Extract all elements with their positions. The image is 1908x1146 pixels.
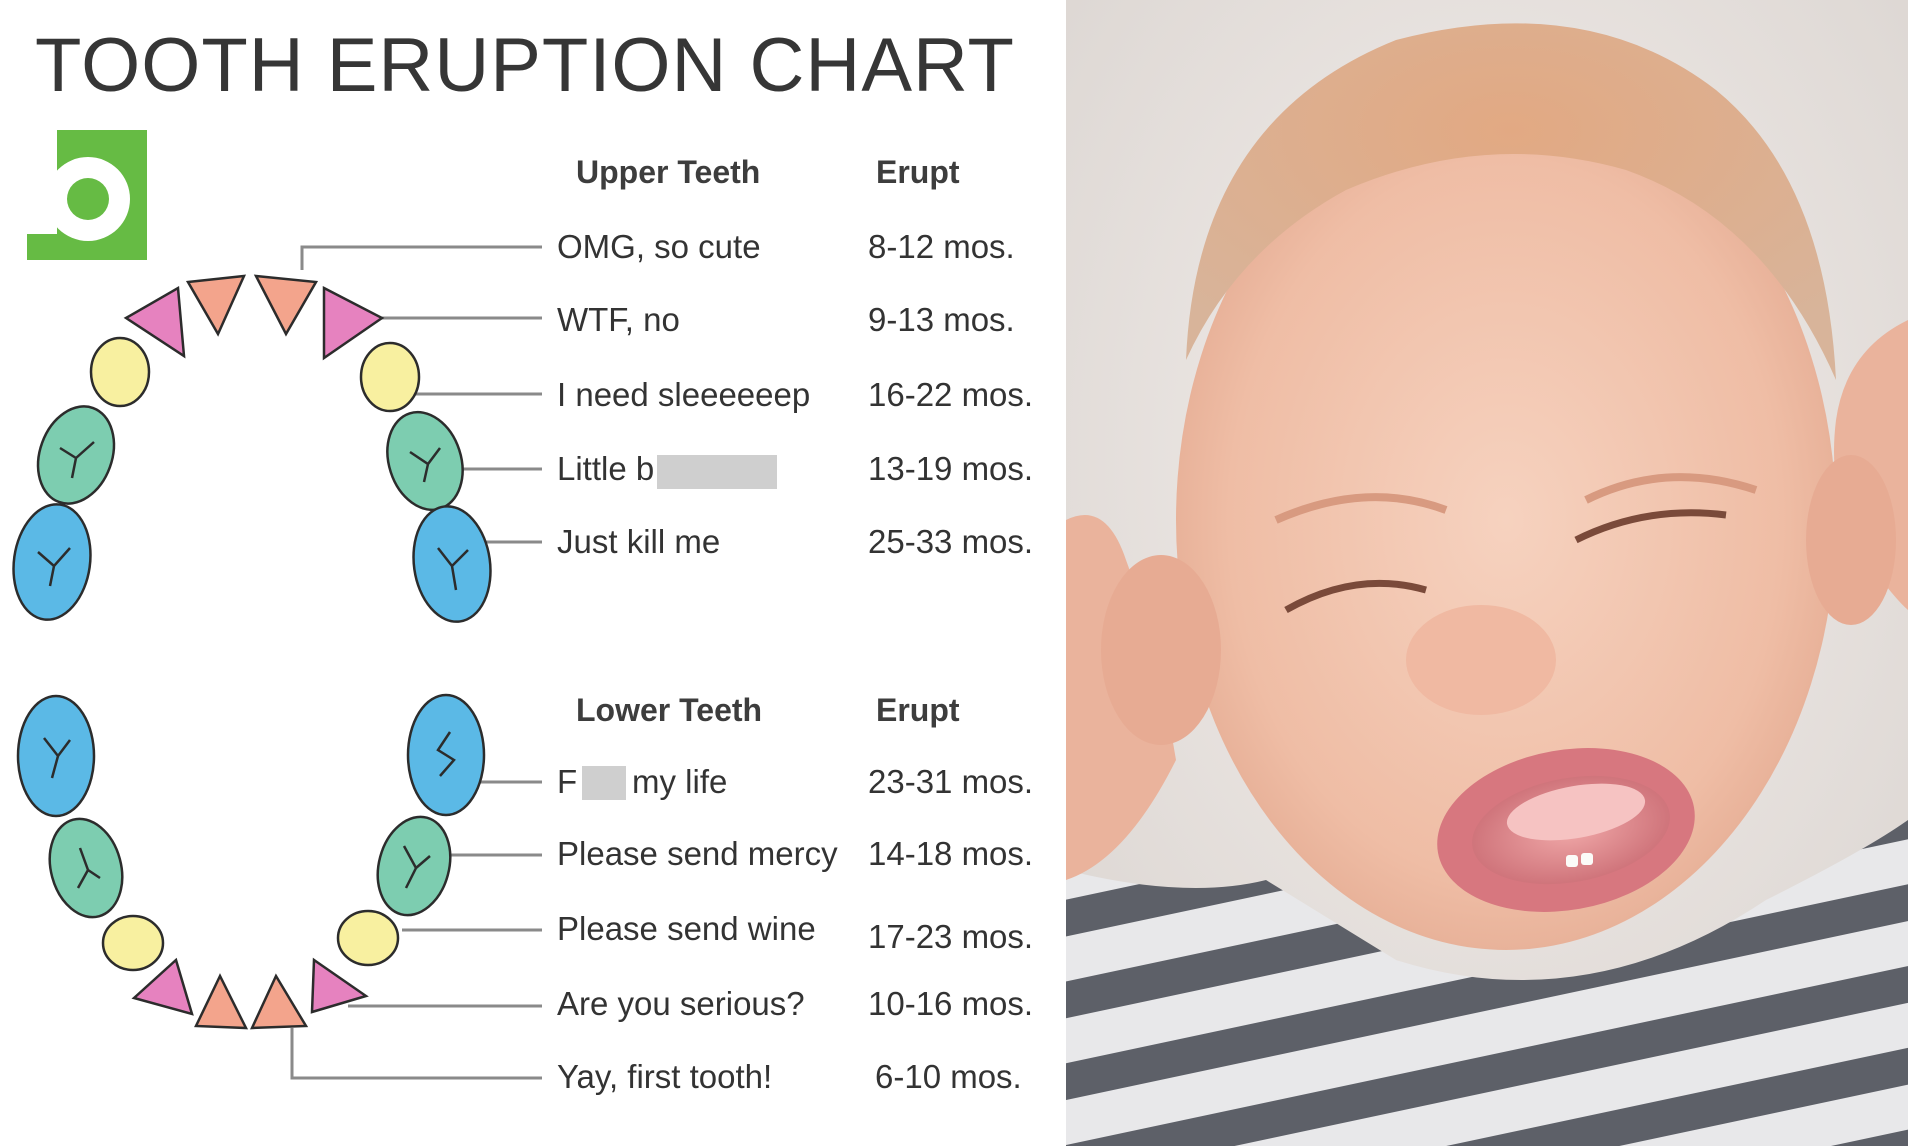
upper-erupt-header: Erupt [876, 154, 960, 190]
lower-row-label-suffix: my life [632, 763, 728, 800]
upper-row-label: I need sleeeeeep [557, 376, 811, 413]
lower-arch [16, 693, 486, 1030]
lower-row-erupt: 6-10 mos. [875, 1058, 1022, 1095]
lower-row-erupt: 23-31 mos. [868, 763, 1034, 800]
tooth-diagram [12, 130, 542, 1080]
lower-left-lateral-incisor [310, 957, 369, 1014]
upper-right-first-molar [36, 405, 116, 505]
leader-lines [290, 245, 542, 1080]
upper-left-lateral-incisor [322, 285, 385, 361]
leader-line-upper-1 [300, 245, 542, 270]
lower-row-label: Please send wine [557, 910, 816, 947]
upper-row-label: Just kill me [557, 523, 721, 560]
upper-right-central-incisor [185, 274, 247, 337]
crying-baby-photo [1066, 0, 1908, 1146]
upper-right-canine [89, 336, 151, 408]
lower-left-central-incisor [250, 973, 309, 1030]
upper-row-erupt: 25-33 mos. [868, 523, 1034, 560]
lower-row-label: Are you serious? [557, 985, 805, 1022]
upper-left-canine [359, 341, 421, 413]
upper-row-erupt: 8-12 mos. [868, 228, 1015, 265]
upper-row-erupt: 16-22 mos. [868, 376, 1034, 413]
lower-row-erupt: 10-16 mos. [868, 985, 1034, 1022]
upper-left-central-incisor [253, 274, 319, 337]
upper-row-erupt: 13-19 mos. [868, 450, 1034, 487]
censor-bar [582, 766, 626, 800]
lower-right-second-molar [16, 694, 96, 818]
upper-row-label: Little b [557, 450, 655, 487]
page-title: TOOTH ERUPTION CHART [35, 23, 1015, 108]
baby-photo-image [1066, 0, 1908, 1146]
leader-line-lower-5 [290, 1028, 542, 1080]
upper-row-label: OMG, so cute [557, 228, 761, 265]
lower-row-label-prefix: F [557, 763, 578, 800]
censor-bar [657, 455, 777, 489]
lower-row-label: Please send mercy [557, 835, 838, 872]
upper-row-erupt: 9-13 mos. [868, 301, 1015, 338]
upper-molar-grooves [37, 441, 469, 591]
lower-teeth-header: Lower Teeth [576, 692, 763, 728]
lower-row-erupt: 14-18 mos. [868, 835, 1034, 872]
upper-arch [12, 274, 492, 623]
lower-molar-grooves [43, 731, 456, 889]
tooth-chart-panel: TOOTH ERUPTION CHART Upper Teeth Erupt O… [12, 23, 1034, 1095]
lower-erupt-header: Erupt [876, 692, 960, 728]
lower-left-canine [336, 909, 400, 967]
upper-right-second-molar [12, 503, 92, 621]
logo-icon [27, 130, 147, 260]
lower-right-lateral-incisor [131, 957, 194, 1016]
upper-row-label: WTF, no [557, 301, 680, 338]
lower-right-central-incisor [194, 973, 249, 1030]
lower-right-canine [101, 914, 165, 972]
lower-row-erupt: 17-23 mos. [868, 918, 1034, 955]
upper-teeth-header: Upper Teeth [576, 154, 761, 190]
lower-row-label: Yay, first tooth! [557, 1058, 773, 1095]
upper-right-lateral-incisor [123, 285, 186, 359]
